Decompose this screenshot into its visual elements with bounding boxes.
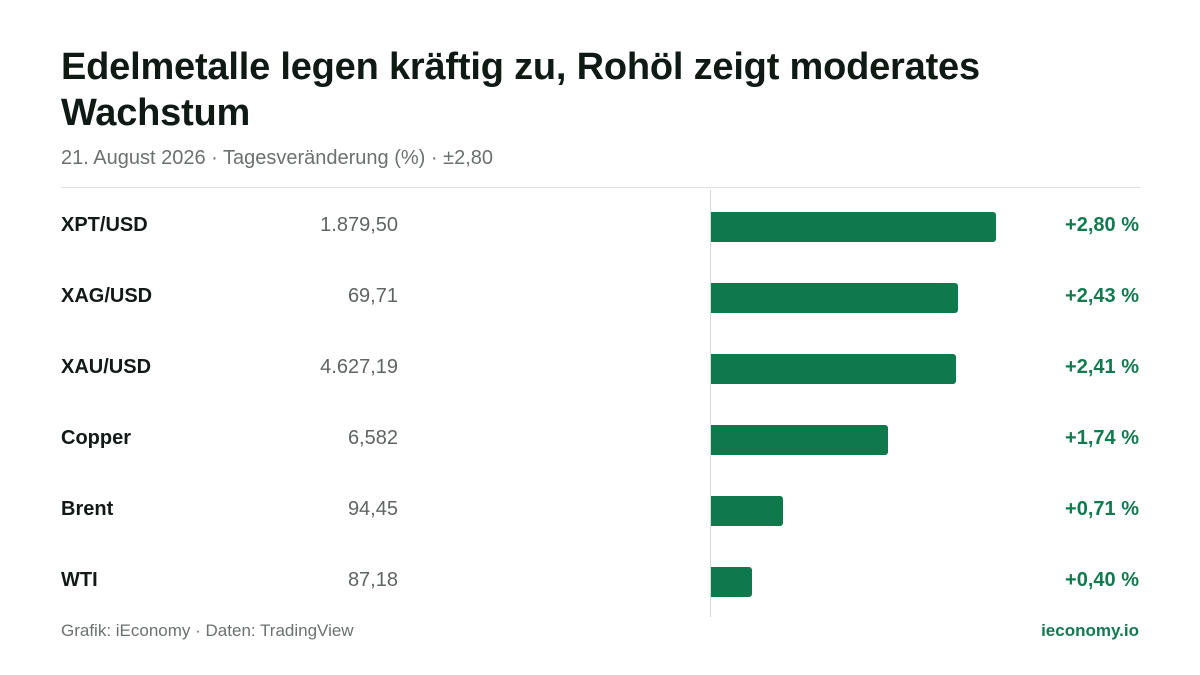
zero-axis-line <box>710 190 711 617</box>
bar-mark <box>711 425 888 455</box>
bar-mark <box>711 567 752 597</box>
row-label: XAU/USD <box>61 356 152 378</box>
brand-link[interactable]: ieconomy.io <box>1041 621 1139 640</box>
chart-row: XAU/USD 4.627,19 +2,41 % <box>0 332 1200 403</box>
row-label: Copper <box>61 427 131 449</box>
header-divider <box>61 187 1140 188</box>
source-note: Grafik: iEconomy · Daten: TradingView <box>61 621 354 640</box>
row-label: Brent <box>61 498 114 520</box>
chart-row: WTI 87,18 +0,40 % <box>0 545 1200 616</box>
row-label: WTI <box>61 569 98 591</box>
bar-value-label: +0,40 % <box>1065 569 1139 591</box>
bar-value-label: +2,41 % <box>1065 356 1139 378</box>
row-price: 1.879,50 <box>320 214 398 236</box>
chart-title: Edelmetalle legen kräftig zu, Rohöl zeig… <box>61 46 980 134</box>
bar-value-label: +2,43 % <box>1065 285 1139 307</box>
row-price: 4.627,19 <box>320 356 398 378</box>
chart-subtitle: 21. August 2026 · Tagesveränderung (%) ·… <box>61 147 493 169</box>
bar-mark <box>711 354 956 384</box>
bar-value-label: +2,80 % <box>1065 214 1139 236</box>
row-label: XPT/USD <box>61 214 148 236</box>
bar-mark <box>711 212 996 242</box>
chart-row: Copper 6,582 +1,74 % <box>0 403 1200 474</box>
chart-rows: XPT/USD 1.879,50 +2,80 % XAG/USD 69,71 +2,43 … <box>0 190 1200 617</box>
row-price: 87,18 <box>347 569 398 591</box>
bar-mark <box>711 283 958 313</box>
row-price: 94,45 <box>347 498 398 520</box>
row-label: XAG/USD <box>61 285 153 307</box>
chart-row: XAG/USD 69,71 +2,43 % <box>0 261 1200 332</box>
bar-value-label: +1,74 % <box>1065 427 1139 449</box>
chart-row: XPT/USD 1.879,50 +2,80 % <box>0 190 1200 261</box>
bar-mark <box>711 496 783 526</box>
row-price: 6,582 <box>347 427 398 449</box>
bar-value-label: +0,71 % <box>1065 498 1139 520</box>
chart-row: Brent 94,45 +0,71 % <box>0 474 1200 545</box>
row-price: 69,71 <box>347 285 398 307</box>
